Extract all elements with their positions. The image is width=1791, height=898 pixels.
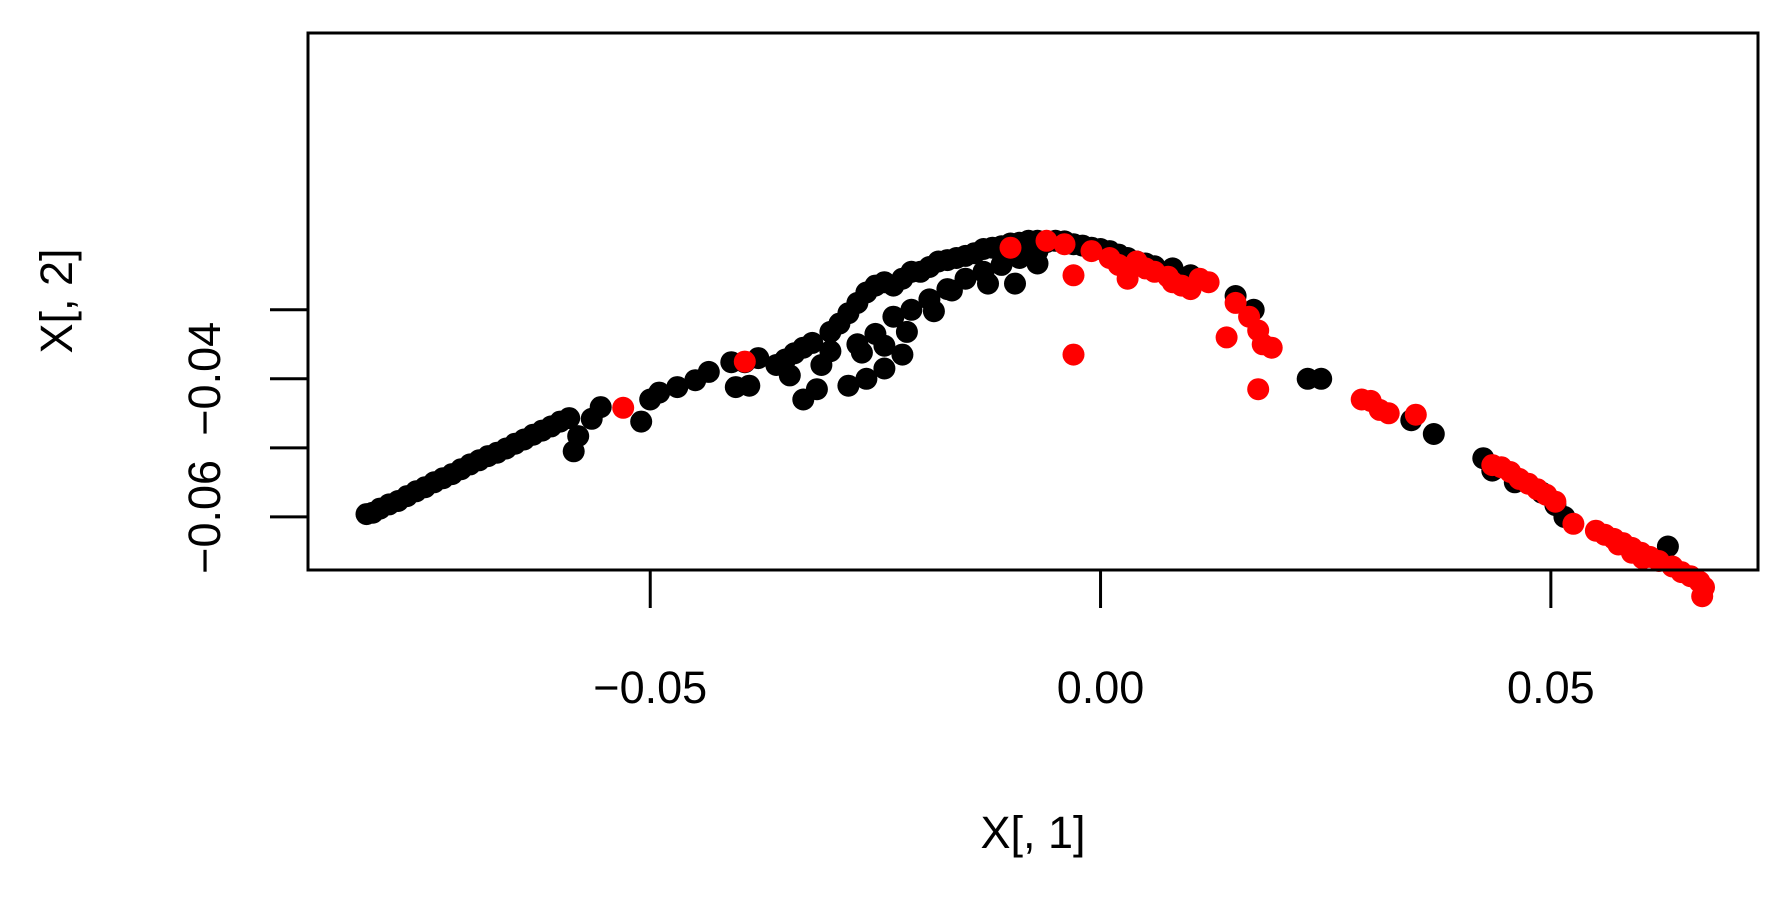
data-point-black-86: [1422, 423, 1445, 445]
data-point-red-39: [1544, 490, 1567, 513]
y-tick-label: −0.06: [179, 460, 230, 574]
x-tick-label: 0.00: [1057, 662, 1145, 713]
data-point-black-119: [940, 279, 963, 302]
data-point-red-30: [1377, 402, 1400, 425]
data-point-red-4: [1053, 233, 1076, 256]
data-point-red-20: [1224, 291, 1247, 314]
data-point-black-118: [977, 272, 999, 295]
data-point-black-31: [666, 376, 689, 399]
data-point-red-54: [1691, 585, 1714, 608]
x-axis: −0.05 0.00 0.05: [593, 568, 1595, 713]
y-axis-title: X[, 2]: [31, 248, 82, 353]
data-point-red-5: [1062, 264, 1085, 287]
data-point-red-26: [1247, 378, 1270, 401]
data-point-black-99: [805, 378, 828, 401]
data-point-black-120: [922, 300, 945, 323]
data-point-black-101: [855, 367, 878, 390]
data-point-black-116: [1026, 252, 1049, 275]
y-tick-label: −0.04: [179, 322, 230, 436]
data-point-black-117: [1004, 272, 1026, 295]
points-layer: [355, 229, 1715, 608]
data-point-black-108: [900, 298, 923, 321]
data-point-black-104: [819, 340, 842, 363]
data-point-black-100: [837, 374, 860, 397]
data-point-black-23: [558, 407, 581, 430]
data-point-black-103: [891, 343, 914, 366]
data-point-red-31: [1404, 403, 1427, 426]
data-point-red-57: [1631, 547, 1654, 570]
data-point-black-33: [697, 360, 720, 383]
data-point-black-30: [648, 381, 671, 404]
x-tick-label: 0.05: [1507, 662, 1595, 713]
data-point-black-94: [738, 374, 761, 397]
data-point-red-25: [1215, 326, 1238, 349]
data-point-black-84: [1310, 367, 1333, 390]
data-point-red-6: [1062, 343, 1085, 366]
data-point-black-28: [630, 410, 653, 433]
data-point-black-122: [873, 334, 896, 357]
data-point-black-25: [567, 425, 590, 448]
data-point-red-2: [999, 236, 1022, 259]
x-axis-title: X[, 1]: [980, 807, 1085, 858]
data-point-black-123: [850, 341, 873, 364]
data-point-red-19: [1197, 271, 1220, 294]
data-point-black-96: [778, 364, 801, 387]
data-point-red-10: [1116, 267, 1139, 290]
data-point-black-121: [895, 320, 918, 343]
data-point-black-27: [589, 396, 612, 419]
y-axis: −0.06 −0.04: [179, 308, 310, 574]
data-point-red-0: [612, 396, 635, 419]
data-point-red-40: [1562, 512, 1585, 535]
x-tick-label: −0.05: [593, 662, 707, 713]
data-point-red-7: [1080, 240, 1103, 263]
data-point-black-107: [882, 305, 905, 328]
data-point-red-24: [1260, 336, 1283, 359]
data-point-black-113: [990, 253, 1013, 276]
data-point-black-102: [873, 357, 896, 380]
data-point-red-1: [733, 350, 756, 373]
data-point-black-41: [801, 331, 824, 354]
data-point-red-3: [1035, 229, 1058, 252]
